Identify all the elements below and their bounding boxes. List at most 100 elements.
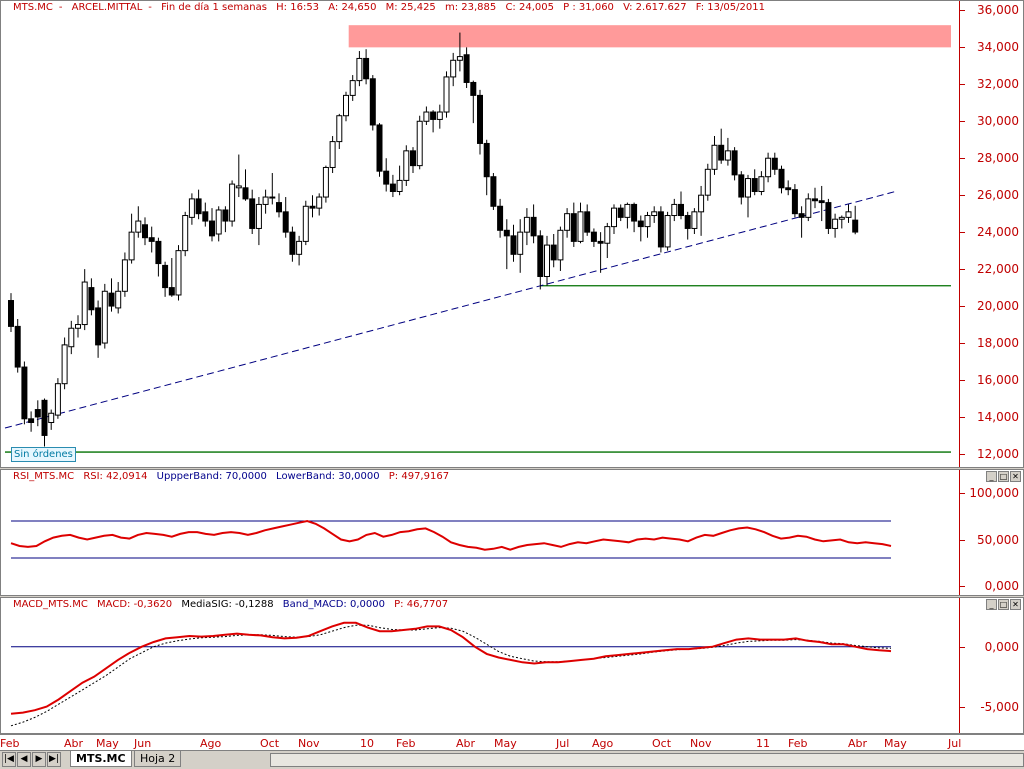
candle-down [222,209,229,222]
candle-down [289,231,296,255]
macd-panel: MACD_MTS.MC MACD: -0,3620 MediaSIG: -0,1… [0,597,1024,734]
close-icon[interactable]: ✕ [1010,471,1021,482]
candle-down [597,240,604,244]
candle-up [322,166,329,198]
header-apertura: A: 24,650 [328,2,377,13]
resistance-zone [348,25,951,48]
prev-sheet-icon[interactable]: ◀ [17,752,31,767]
candle-up [75,324,81,329]
candle-down [21,366,28,420]
candle-up [81,281,88,326]
candle-down [751,178,758,192]
x-axis-label: Jun [134,737,152,750]
macd-p: P: 46,7707 [394,599,449,610]
price-y-tick-mark [960,84,965,86]
minimize-icon[interactable]: _ [986,599,997,610]
macd-line [10,621,892,715]
next-sheet-icon[interactable]: ▶ [32,752,46,767]
price-y-tick: 18,000 [977,336,1019,351]
candle-down [785,187,792,191]
candle-down [369,78,376,126]
rsi-y-tick: 0,000 [984,578,1019,593]
x-axis-label: Feb [0,737,20,750]
candle-down [550,244,557,261]
candle-up [624,203,631,218]
maximize-icon[interactable]: □ [998,599,1009,610]
header-cierre: C: 24,005 [505,2,554,13]
x-axis-label: Jul [556,737,570,750]
price-y-tick-mark [960,416,965,418]
candle-up [577,211,584,242]
rsi-y-axis: 100,000 50,000 0,000 [959,470,1023,595]
candle-up [436,111,443,120]
candle-up [765,157,772,178]
horizontal-scrollbar[interactable] [270,753,1024,767]
candle-down [155,240,162,265]
candle-down [825,202,832,229]
header-period: Fin de día 1 semanas [161,2,267,13]
candle-up [671,203,678,217]
close-icon[interactable]: ✕ [1010,599,1021,610]
macd-plot[interactable] [1,598,959,733]
rsi-value: RSI: 42,0914 [83,471,148,482]
x-axis-label: May [494,737,517,750]
candle-down [584,211,591,233]
last-sheet-icon[interactable]: ▶| [47,752,61,767]
candle-up [403,150,410,181]
x-axis-label: Nov [690,737,712,750]
candle-up [121,259,128,292]
candle-down [108,292,115,307]
price-y-tick: 28,000 [977,151,1019,166]
price-plot[interactable] [1,1,959,467]
candle-down [570,213,577,242]
candle-up [450,59,457,78]
candle-down [497,205,504,231]
candle-down [798,213,805,218]
x-axis-label: 11 [756,737,770,750]
rsi-plot[interactable] [1,470,959,595]
price-y-tick-mark [960,121,965,123]
candle-down [168,287,175,296]
candle-down [202,211,209,222]
macd-value: MACD: -0,3620 [97,599,173,610]
maximize-icon[interactable]: □ [998,471,1009,482]
price-y-tick-mark [960,47,965,49]
header-symbol: MTS.MC [13,2,53,13]
candle-down [95,307,102,346]
candle-up [235,185,242,189]
candle-up [644,215,651,228]
candle-down [617,207,624,218]
price-y-tick: 26,000 [977,188,1019,203]
rsi-panel-header: RSI_MTS.MC RSI: 42,0914 UppperBand: 70,0… [1,470,1023,484]
candle-up [188,198,195,218]
x-axis-label: May [884,737,907,750]
candle-up [423,111,430,122]
tab-hoja-2[interactable]: Hoja 2 [134,751,182,767]
minimize-icon[interactable]: _ [986,471,997,482]
header-p: P : 31,060 [563,2,614,13]
x-axis-label: Abr [848,737,868,750]
x-axis-label: Nov [298,737,320,750]
candle-up [691,211,698,229]
x-axis-label: May [96,737,119,750]
sheet-tab-bar: |◀ ◀ ▶ ▶| MTS.MC Hoja 2 [0,750,1024,769]
candle-down [41,399,48,436]
x-axis-label: Oct [652,737,672,750]
candle-up [557,229,564,261]
candle-down [28,418,35,423]
first-sheet-icon[interactable]: |◀ [2,752,16,767]
candle-up [698,194,705,213]
candle-up [61,344,68,385]
candle-down [309,205,316,209]
candle-up [255,203,262,229]
tab-mts-mc[interactable]: MTS.MC [70,751,132,767]
candle-up [564,213,571,231]
candle-down [812,198,818,202]
candle-up [135,220,142,233]
rsi-p: P: 497,9167 [388,471,450,482]
order-status-badge[interactable]: Sin órdenes [11,447,76,462]
price-y-axis: 36,000 34,000 32,000 30,000 28,000 26,000 24,0… [959,1,1023,467]
price-y-tick: 22,000 [977,262,1019,277]
candle-down [195,198,202,215]
x-axis-label: Feb [396,737,416,750]
